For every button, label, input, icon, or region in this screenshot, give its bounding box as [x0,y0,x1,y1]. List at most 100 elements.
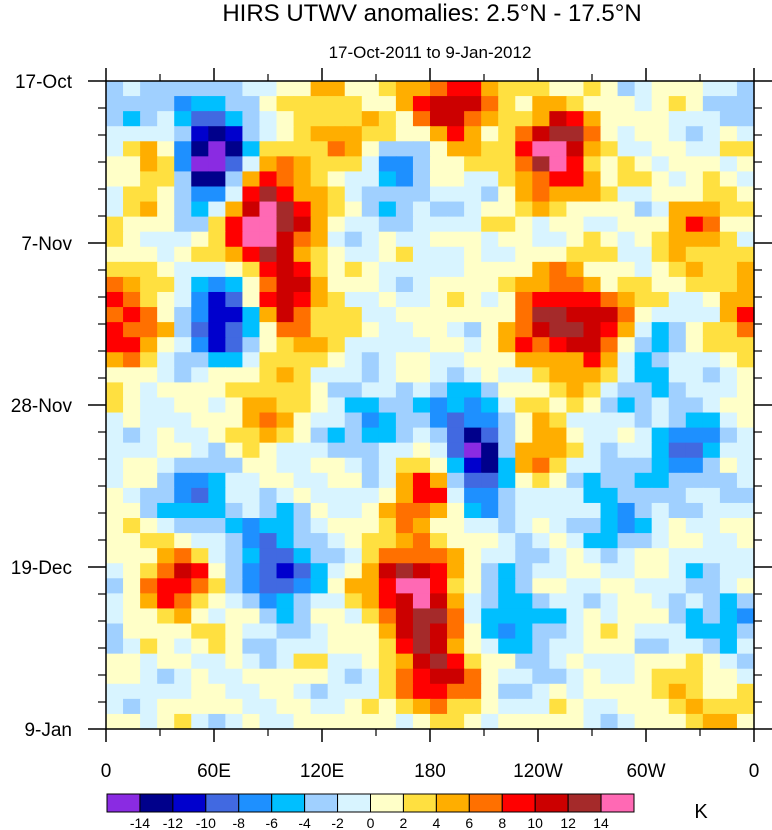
heat-cell [549,668,568,685]
heat-cell [702,608,721,625]
heat-cell [378,171,397,188]
heat-cell [651,322,670,338]
heat-cell [395,367,414,383]
heat-cell [464,638,482,655]
heat-cell [515,668,533,685]
heat-cell [549,518,568,534]
heat-cell [327,96,346,112]
heat-cell [617,261,636,278]
heat-cell [549,337,568,353]
heat-cell [123,382,141,399]
heat-cell [651,457,670,474]
heat-cell [515,291,533,308]
heat-cell [719,171,738,188]
heat-cell [276,593,295,610]
heat-cell [225,487,244,504]
heat-cell [498,472,516,489]
heat-cell [140,352,158,368]
heat-cell [736,322,755,338]
heat-cell [464,261,482,278]
heat-cell [447,608,465,625]
heat-cell [430,548,448,564]
heat-cell [174,502,192,519]
heat-cell [378,291,397,308]
colorbar-level-label: 4 [432,815,440,830]
heat-cell [464,623,482,640]
heat-cell [566,653,585,670]
heat-cell [191,563,209,579]
x-tick-label: 0 [749,761,760,782]
heat-cell [549,261,568,278]
heat-cell [123,653,141,670]
heat-cell [583,518,602,534]
heat-cell [532,382,550,399]
heat-cell [430,96,448,112]
heat-cell [736,216,755,233]
heat-cell [361,261,380,278]
heat-cell [583,533,602,549]
heat-cell [532,683,550,700]
heat-cell [736,186,755,203]
heat-cell [140,427,158,444]
heat-cell [668,427,687,444]
heat-cell [293,698,312,715]
heat-cell [242,427,261,444]
heat-cell [549,548,568,564]
heat-cell [736,156,755,173]
heat-cell [464,533,482,549]
heat-cell [106,502,124,519]
heat-cell [702,533,721,549]
heat-cell [344,201,363,218]
heat-cell [378,653,397,670]
heat-cell [412,352,431,368]
heat-cell [140,276,158,293]
heat-cell [191,487,209,504]
heat-cell [566,457,585,474]
heat-cell [447,352,465,368]
heat-cell [242,563,261,579]
heat-cell [566,502,585,519]
heat-cell [140,261,158,278]
heat-cell [191,653,209,670]
heat-cell [310,111,329,127]
heat-cell [736,518,755,534]
heat-cell [293,608,312,625]
heat-cell [395,111,414,127]
heat-cell [242,186,261,203]
heat-cell [327,713,346,730]
heat-cell [242,382,261,399]
heat-cell [208,653,226,670]
heat-cell [481,683,499,700]
heat-cell [600,548,619,564]
heat-cell [395,623,414,640]
heat-cell [736,397,755,414]
heat-cell [208,367,226,383]
heat-cell [140,367,158,383]
heat-cell [327,141,346,157]
heat-cell [515,81,533,97]
heat-cell [702,367,721,383]
heat-cell [225,307,244,323]
heat-cell [140,683,158,700]
heat-cell [447,216,465,233]
heat-cell [702,307,721,323]
heat-cell [651,533,670,549]
heat-cell [344,322,363,338]
heat-cell [481,352,499,368]
heat-cell [566,291,585,308]
heat-cell [259,578,278,594]
heat-cell [293,578,312,594]
heat-cell [140,533,158,549]
heat-cell [395,638,414,655]
heat-cell [532,171,550,188]
heat-cell [515,382,533,399]
heat-cell [719,548,738,564]
heat-cell [464,96,482,112]
heat-cell [310,442,329,459]
heat-cell [208,291,226,308]
heat-cell [361,548,380,564]
heat-cell [157,186,175,203]
heat-cell [106,352,124,368]
heat-cell [702,322,721,338]
heat-cell [464,171,482,188]
